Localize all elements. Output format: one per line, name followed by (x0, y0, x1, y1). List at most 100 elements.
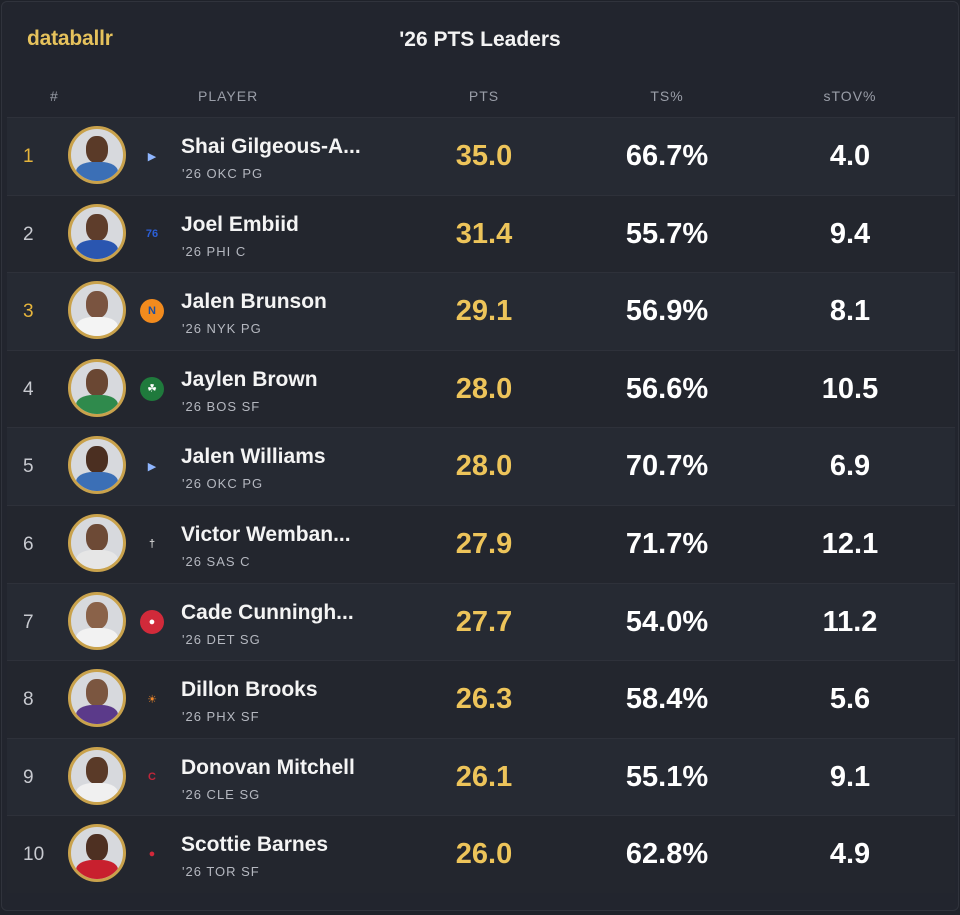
rank-number: 9 (23, 766, 34, 788)
player-meta: '26 SAS C (182, 553, 251, 569)
column-header-stov[interactable]: sTOV% (823, 88, 877, 104)
avatar-head (86, 834, 108, 862)
table-row[interactable]: 5 ▶ Jalen Williams '26 OKC PG 28.0 70.7% 6.9 (7, 427, 955, 505)
rank-number: 8 (23, 689, 34, 711)
rank-number: 4 (23, 378, 34, 400)
player-avatar[interactable] (68, 358, 126, 417)
celtics-logo-icon: ☘ (140, 376, 164, 401)
76ers-logo-icon: 76 (145, 227, 159, 240)
player-meta: '26 OKC PG (182, 476, 264, 492)
avatar-jersey (76, 394, 118, 414)
rank-number: 1 (23, 146, 34, 167)
avatar-jersey (76, 162, 118, 181)
table-row[interactable]: 2 76 Joel Embiid '26 PHI C 31.4 55.7% 9.4 (7, 194, 955, 273)
table-row[interactable]: 4 ☘ Jaylen Brown '26 BOS SF 28.0 56.6% 10.5 (7, 349, 955, 428)
thunder-logo-icon: ▶ (147, 460, 157, 473)
table-row[interactable]: 3 N Jalen Brunson '26 NYK PG 29.1 56.9% 8.1 (7, 272, 955, 350)
leaders-table: 1 ▶ Shai Gilgeous-A... '26 OKC PG 35.0 66.7% 4… (7, 117, 955, 893)
spurs-logo-icon: † (148, 537, 156, 550)
player-name[interactable]: Jaylen Brown (181, 367, 318, 391)
stov-value: 4.0 (829, 140, 871, 172)
player-avatar[interactable] (68, 669, 126, 728)
player-name[interactable]: Joel Embiid (181, 212, 299, 236)
cavaliers-logo-icon: C (148, 770, 156, 783)
player-meta: '26 BOS SF (182, 398, 261, 414)
column-header-pts[interactable]: PTS (468, 88, 500, 104)
table-row[interactable]: 10 ● Scottie Barnes '26 TOR SF 26.0 62.8% 4.9 (7, 815, 955, 893)
rank-number: 10 (23, 844, 45, 866)
rank-number: 3 (23, 301, 34, 323)
pts-value: 26.1 (455, 760, 513, 793)
pts-value: 31.4 (455, 217, 513, 250)
brand-logo[interactable]: databallr (27, 27, 113, 50)
ts-value: 62.8% (625, 838, 709, 871)
stov-value: 4.9 (829, 838, 871, 871)
column-header-player[interactable]: PLAYER (198, 88, 259, 104)
rank-number: 2 (23, 223, 34, 245)
stov-value: 10.5 (821, 372, 879, 405)
page-title: '26 PTS Leaders (399, 28, 561, 51)
thunder-logo-icon: ▶ (147, 150, 157, 163)
ts-value: 70.7% (625, 450, 709, 483)
table-row[interactable]: 1 ▶ Shai Gilgeous-A... '26 OKC PG 35.0 66.7% 4… (7, 117, 955, 195)
pts-value: 26.3 (455, 683, 513, 716)
player-name[interactable]: Jalen Brunson (181, 290, 327, 314)
player-avatar[interactable] (68, 824, 126, 883)
pts-value: 26.0 (455, 838, 513, 871)
stov-value: 9.4 (829, 217, 871, 250)
table-row[interactable]: 8 ☀ Dillon Brooks '26 PHX SF 26.3 58.4% 5.6 (7, 660, 955, 738)
player-name[interactable]: Cade Cunningh... (181, 600, 354, 624)
avatar-jersey (76, 860, 118, 880)
player-meta: '26 CLE SG (182, 786, 261, 802)
column-header-rank[interactable]: # (50, 88, 59, 104)
avatar-head (86, 523, 108, 551)
pistons-logo-icon: ● (140, 609, 164, 634)
player-name[interactable]: Donovan Mitchell (181, 755, 355, 779)
player-avatar[interactable] (68, 513, 126, 572)
table-row[interactable]: 6 † Victor Wemban... '26 SAS C 27.9 71.7% 12.1 (7, 504, 955, 583)
player-avatar[interactable] (68, 126, 126, 184)
column-header-ts[interactable]: TS% (650, 88, 684, 104)
player-avatar[interactable] (68, 436, 126, 495)
player-meta: '26 TOR SF (182, 864, 260, 880)
ts-value: 56.6% (625, 372, 709, 405)
avatar-jersey (76, 472, 118, 492)
player-meta: '26 PHI C (182, 243, 247, 259)
stov-value: 5.6 (829, 683, 871, 716)
table-row[interactable]: 7 ● Cade Cunningh... '26 DET SG 27.7 54.0% 11.… (7, 582, 955, 661)
header: databallr '26 PTS Leaders (2, 2, 958, 76)
avatar-head (86, 446, 108, 474)
stov-value: 12.1 (821, 527, 879, 560)
player-name[interactable]: Jalen Williams (181, 445, 326, 469)
player-meta: '26 NYK PG (182, 321, 262, 337)
ts-value: 58.4% (625, 683, 709, 716)
player-meta: '26 PHX SF (182, 709, 260, 725)
pts-value: 27.7 (455, 605, 513, 638)
avatar-jersey (76, 782, 118, 802)
raptors-logo-icon: ● (148, 848, 156, 861)
player-avatar[interactable] (68, 746, 126, 805)
rank-number: 6 (23, 533, 34, 555)
avatar-head (86, 679, 108, 707)
player-name[interactable]: Dillon Brooks (181, 678, 318, 702)
ts-value: 54.0% (625, 605, 709, 638)
player-avatar[interactable] (68, 203, 126, 262)
player-avatar[interactable] (68, 281, 126, 340)
pts-value: 27.9 (455, 527, 513, 560)
player-name[interactable]: Shai Gilgeous-A... (181, 135, 361, 158)
ts-value: 55.7% (625, 217, 709, 250)
stov-value: 6.9 (829, 450, 871, 483)
rank-number: 7 (23, 611, 34, 633)
player-avatar[interactable] (68, 591, 126, 650)
pts-value: 35.0 (455, 140, 513, 172)
ts-value: 56.9% (625, 295, 709, 328)
avatar-jersey (76, 705, 118, 725)
pts-value: 29.1 (455, 295, 513, 328)
player-name[interactable]: Victor Wemban... (181, 522, 351, 546)
table-row[interactable]: 9 C Donovan Mitchell '26 CLE SG 26.1 55.1% 9.1 (7, 737, 955, 816)
player-meta: '26 OKC PG (182, 166, 264, 181)
suns-logo-icon: ☀ (147, 693, 157, 706)
player-name[interactable]: Scottie Barnes (181, 833, 329, 857)
avatar-head (86, 136, 108, 163)
